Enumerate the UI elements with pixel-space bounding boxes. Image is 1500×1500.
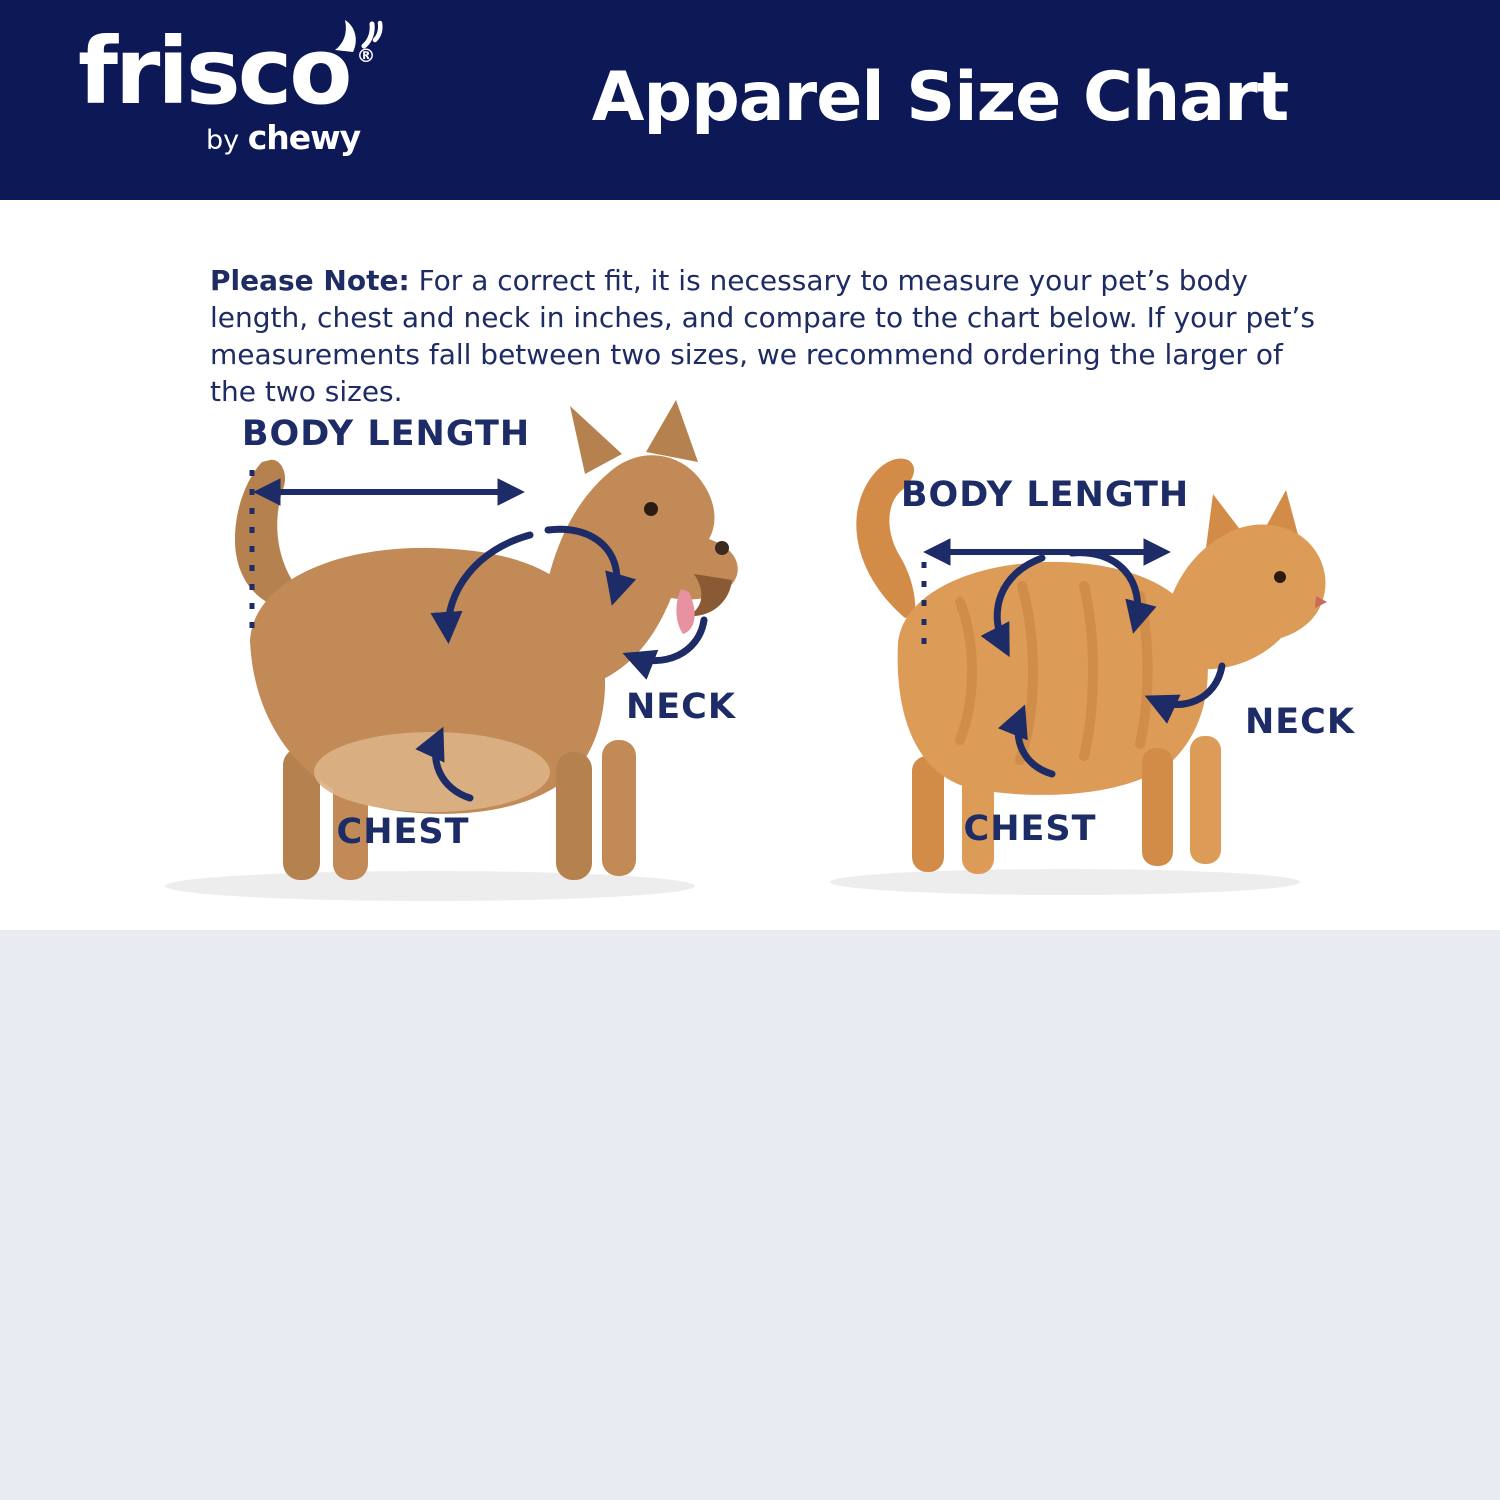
chewy-brand-text: chewy (247, 118, 361, 157)
cat-annotations (921, 538, 1226, 778)
frisco-logo: frisco ® by chewy (78, 20, 383, 157)
cat-illustration (856, 458, 1327, 874)
cat-neck-arrow-under (1144, 662, 1226, 724)
cat-neck-arrow-left (980, 554, 1046, 658)
dog-chest-arrow (415, 726, 474, 802)
frisco-brand-text: frisco (78, 18, 352, 125)
cat-chest-label: CHEST (964, 809, 1097, 849)
measurement-diagram: BODY LENGTH NECK CHEST (165, 400, 1356, 901)
byline-prefix: by (206, 125, 248, 156)
logo-tail-flick-icon (335, 20, 383, 52)
cat-body-length-label: BODY LENGTH (901, 475, 1189, 515)
cat-chest-arrow (997, 704, 1056, 778)
frisco-wordmark: frisco ® (78, 20, 383, 122)
dog-neck-arrow-right (544, 525, 637, 606)
dog-neck-label: NECK (626, 687, 737, 727)
dog-chest-label: CHEST (337, 812, 470, 852)
cat-neck-arrow-right (1068, 549, 1157, 634)
cat-neck-label: NECK (1245, 702, 1356, 742)
dog-neck-arrow-under (622, 616, 708, 680)
chewy-byline: by chewy (206, 118, 361, 157)
dog-neck-arrow-left (430, 531, 534, 645)
cat-shadow (830, 869, 1300, 895)
note-label: Please Note: (210, 264, 410, 297)
dog-annotations (249, 470, 708, 802)
registered-trademark: ® (356, 45, 376, 67)
header-band: frisco ® by chewy Apparel Size Chart (0, 0, 1500, 200)
dog-illustration (234, 400, 738, 880)
dog-body-length-label: BODY LENGTH (242, 414, 530, 454)
note-text: For a correct fit, it is necessary to me… (210, 264, 1315, 408)
bottom-band: SIZE BODY LENGTH (in) NECK (in) CHEST (i… (0, 930, 1500, 1500)
fit-note: Please Note: For a correct fit, it is ne… (210, 262, 1315, 410)
page-title: Apparel Size Chart (591, 58, 1289, 137)
